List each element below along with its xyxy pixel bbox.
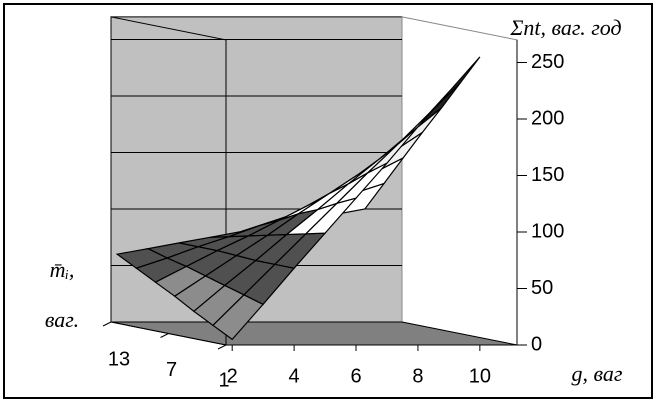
x-tick-label: 2: [227, 365, 238, 387]
z-tick-label: 150: [531, 164, 564, 186]
z-tick-label: 0: [531, 333, 542, 355]
z-tick-label: 200: [531, 107, 564, 129]
depth-tick-label: 1: [218, 369, 229, 391]
x-tick-label: 4: [289, 365, 300, 387]
depth-axis-label: ваг.: [45, 307, 79, 332]
x-axis-label: g, ваг: [572, 361, 623, 386]
depth-tick-label: 13: [108, 348, 130, 370]
x-tick-label: 8: [412, 365, 423, 387]
depth-axis-label: m̄ᵢ,: [50, 257, 75, 282]
tick-mark: [160, 333, 169, 338]
tick-mark: [217, 344, 227, 350]
z-tick-label: 100: [531, 220, 564, 242]
depth-tick-label: 7: [166, 359, 177, 381]
z-tick-label: 50: [531, 277, 553, 299]
left-wall: [110, 16, 227, 346]
tick-mark: [102, 321, 112, 327]
chart-title: Σnt, ваг. год: [509, 15, 621, 40]
surface-cell: [429, 56, 481, 114]
z-tick-label: 250: [531, 51, 564, 73]
x-tick-label: 10: [469, 365, 491, 387]
x-tick-label: 6: [350, 365, 361, 387]
